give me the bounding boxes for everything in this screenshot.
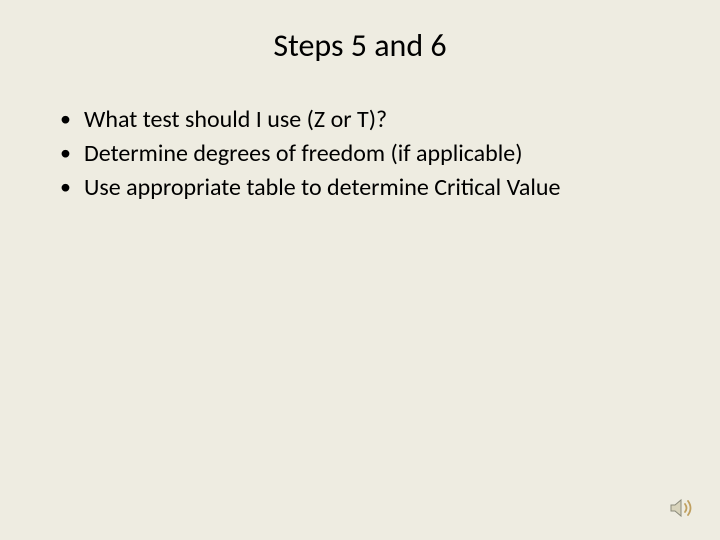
list-item: Use appropriate table to determine Criti…: [60, 173, 684, 203]
slide-title: Steps 5 and 6: [36, 26, 684, 65]
slide: Steps 5 and 6 What test should I use (Z …: [0, 0, 720, 540]
list-item: Determine degrees of freedom (if applica…: [60, 139, 684, 169]
bullet-list: What test should I use (Z or T)? Determi…: [60, 105, 684, 203]
speaker-icon[interactable]: [668, 494, 696, 522]
list-item: What test should I use (Z or T)?: [60, 105, 684, 135]
